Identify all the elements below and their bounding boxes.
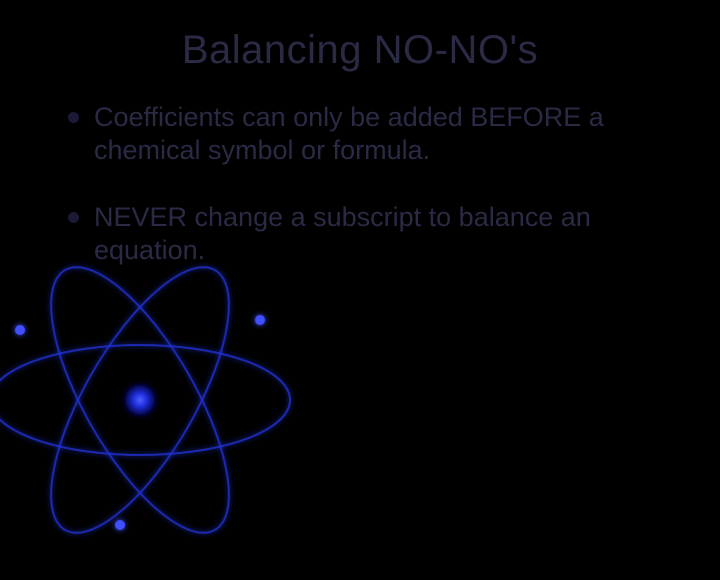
slide-title: Balancing NO-NO's bbox=[50, 28, 670, 73]
list-item: Coefficients can only be added BEFORE a … bbox=[68, 101, 670, 167]
electron bbox=[15, 325, 25, 335]
bullet-list: Coefficients can only be added BEFORE a … bbox=[50, 101, 670, 267]
orbit-path bbox=[17, 243, 262, 558]
orbit-path bbox=[17, 243, 262, 558]
nucleus bbox=[124, 384, 156, 416]
slide: Balancing NO-NO's Coefficients can only … bbox=[0, 0, 720, 540]
electron bbox=[115, 520, 125, 530]
list-item: NEVER change a subscript to balance an e… bbox=[68, 201, 670, 267]
atom-graphic bbox=[0, 220, 320, 580]
orbit-path bbox=[0, 345, 290, 455]
electron bbox=[255, 315, 265, 325]
